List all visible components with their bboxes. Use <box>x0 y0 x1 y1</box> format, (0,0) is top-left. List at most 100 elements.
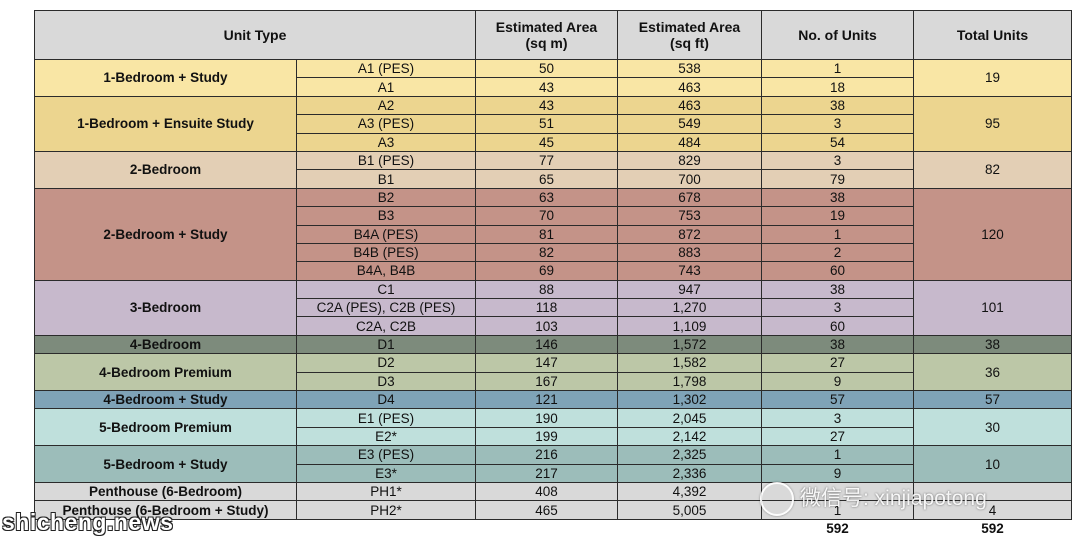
num-units-cell: 1 <box>761 445 914 465</box>
area-sqft-cell: 538 <box>617 58 762 79</box>
table-row: 1-Bedroom + Ensuite Study A2 43 463 38 95 <box>34 95 1072 152</box>
total-units-cell: 38 <box>913 334 1072 355</box>
area-sqft-cell: 829 <box>617 150 762 171</box>
blank-cell <box>476 519 618 537</box>
table-row: 4-Bedroom + Study D4 121 1,302 57 57 <box>34 390 1072 410</box>
num-units-cell: 38 <box>761 187 914 208</box>
area-sqm-cell: 50 <box>475 58 618 79</box>
total-units-cell: 82 <box>913 150 1072 189</box>
table-row: 1-Bedroom + Study A1 (PES) 50 538 1 19 <box>34 58 1072 97</box>
num-units-cell: 3 <box>761 150 914 171</box>
num-units-cell: 2 <box>761 242 914 263</box>
unit-type-cell: 4-Bedroom <box>34 334 297 355</box>
unit-mix-table: Unit Type Estimated Area (sq m) Estimate… <box>34 10 1072 537</box>
unit-type-cell: 4-Bedroom Premium <box>34 353 297 392</box>
num-units-cell: 38 <box>761 334 914 355</box>
area-sqm-cell: 465 <box>475 500 618 520</box>
area-sqft-cell: 1,582 <box>617 353 762 373</box>
area-sqm-cell: 216 <box>475 445 618 465</box>
unit-type-cell: 5-Bedroom Premium <box>34 408 297 447</box>
area-sqft-cell: 1,302 <box>617 390 762 410</box>
unit-type-cell: 2-Bedroom <box>34 150 297 189</box>
unit-code-cell: A3 (PES) <box>296 114 476 134</box>
unit-code-cell: B4A, B4B <box>296 261 476 281</box>
unit-code-cell: E3* <box>296 463 476 483</box>
area-sqft-cell: 4,392 <box>617 481 762 502</box>
area-sqm-cell: 408 <box>475 481 618 502</box>
unit-code-cell: A2 <box>296 95 476 116</box>
area-sqft-cell: 947 <box>617 279 762 300</box>
wechat-watermark: 微信号: xinjiapotong <box>760 482 987 517</box>
area-sqm-cell: 43 <box>475 77 618 97</box>
table-row: 5-Bedroom + Study E3 (PES) 216 2,325 1 10 <box>34 445 1072 483</box>
unit-type-cell: Penthouse (6-Bedroom + Study) <box>34 500 297 520</box>
area-sqm-cell: 43 <box>475 95 618 116</box>
total-sum: 592 <box>981 520 1004 536</box>
num-units-cell: 38 <box>761 279 914 300</box>
watermark-text: 微信号: xinjiapotong <box>800 487 987 510</box>
area-sqm-cell: 82 <box>475 242 618 263</box>
num-units-cell: 60 <box>761 261 914 281</box>
area-sqm-cell: 190 <box>475 408 618 428</box>
area-sqm-cell: 77 <box>475 150 618 171</box>
num-units-cell: 3 <box>761 298 914 318</box>
area-sqm-cell: 51 <box>475 114 618 134</box>
num-units-cell: 1 <box>761 224 914 244</box>
blank-cell <box>297 519 476 537</box>
total-units-cell: 30 <box>913 408 1072 447</box>
unit-code-cell: B1 (PES) <box>296 150 476 171</box>
table-row: 4-Bedroom D1 146 1,572 38 38 <box>34 334 1072 355</box>
unit-code-cell: B4B (PES) <box>296 242 476 263</box>
area-sqft-cell: 463 <box>617 95 762 116</box>
area-sqm-cell: 217 <box>475 463 618 483</box>
area-sqm-cell: 70 <box>475 206 618 226</box>
table-row: Penthouse (6-Bedroom + Study) PH2* 465 5,00… <box>34 500 1072 520</box>
num-units-cell: 9 <box>761 371 914 392</box>
area-sqft-cell: 5,005 <box>617 500 762 520</box>
table-row: 3-Bedroom C1 88 947 38 101 <box>34 279 1072 336</box>
area-sqm-cell: 45 <box>475 132 618 152</box>
area-sqm-cell: 121 <box>475 390 618 410</box>
unit-code-cell: D2 <box>296 353 476 373</box>
area-sqm-cell: 65 <box>475 169 618 189</box>
unit-code-cell: D3 <box>296 371 476 392</box>
area-sqft-cell: 872 <box>617 224 762 244</box>
area-sqft-cell: 883 <box>617 242 762 263</box>
table-row: 2-Bedroom + Study B2 63 678 38 120 <box>34 187 1072 281</box>
area-sqm-cell: 147 <box>475 353 618 373</box>
unit-type-cell: 4-Bedroom + Study <box>34 390 297 410</box>
wechat-icon <box>760 482 794 517</box>
num-units-cell: 3 <box>761 408 914 428</box>
unit-code-cell: C2A, C2B <box>296 316 476 336</box>
unit-code-cell: PH1* <box>296 481 476 502</box>
num-units-cell: 1 <box>761 58 914 79</box>
area-sqm-cell: 167 <box>475 371 618 392</box>
header-unit-type: Unit Type <box>34 10 476 60</box>
unit-code-cell: D4 <box>296 390 476 410</box>
total-units-cell: 57 <box>913 390 1072 410</box>
area-sqft-cell: 1,798 <box>617 371 762 392</box>
header-row: Unit Type Estimated Area (sq m) Estimate… <box>34 10 1072 60</box>
area-sqft-cell: 2,325 <box>617 445 762 465</box>
area-sqft-cell: 2,336 <box>617 463 762 483</box>
unit-code-cell: E1 (PES) <box>296 408 476 428</box>
num-units-cell: 79 <box>761 169 914 189</box>
area-sqft-cell: 700 <box>617 169 762 189</box>
unit-code-cell: PH2* <box>296 500 476 520</box>
area-sqm-cell: 88 <box>475 279 618 300</box>
unit-code-cell: A3 <box>296 132 476 152</box>
num-units-cell: 3 <box>761 114 914 134</box>
area-sqm-cell: 63 <box>475 187 618 208</box>
area-sqm-cell: 146 <box>475 334 618 355</box>
unit-code-cell: B3 <box>296 206 476 226</box>
unit-code-cell: C2A (PES), C2B (PES) <box>296 298 476 318</box>
area-sqft-cell: 753 <box>617 206 762 226</box>
area-sqm-cell: 118 <box>475 298 618 318</box>
total-units-cell: 120 <box>913 187 1072 281</box>
area-sqft-cell: 2,045 <box>617 408 762 428</box>
area-sqft-cell: 1,270 <box>617 298 762 318</box>
unit-code-cell: D1 <box>296 334 476 355</box>
unit-type-cell: 3-Bedroom <box>34 279 297 336</box>
num-units-cell: 9 <box>761 463 914 483</box>
unit-type-cell: 1-Bedroom + Ensuite Study <box>34 95 297 152</box>
